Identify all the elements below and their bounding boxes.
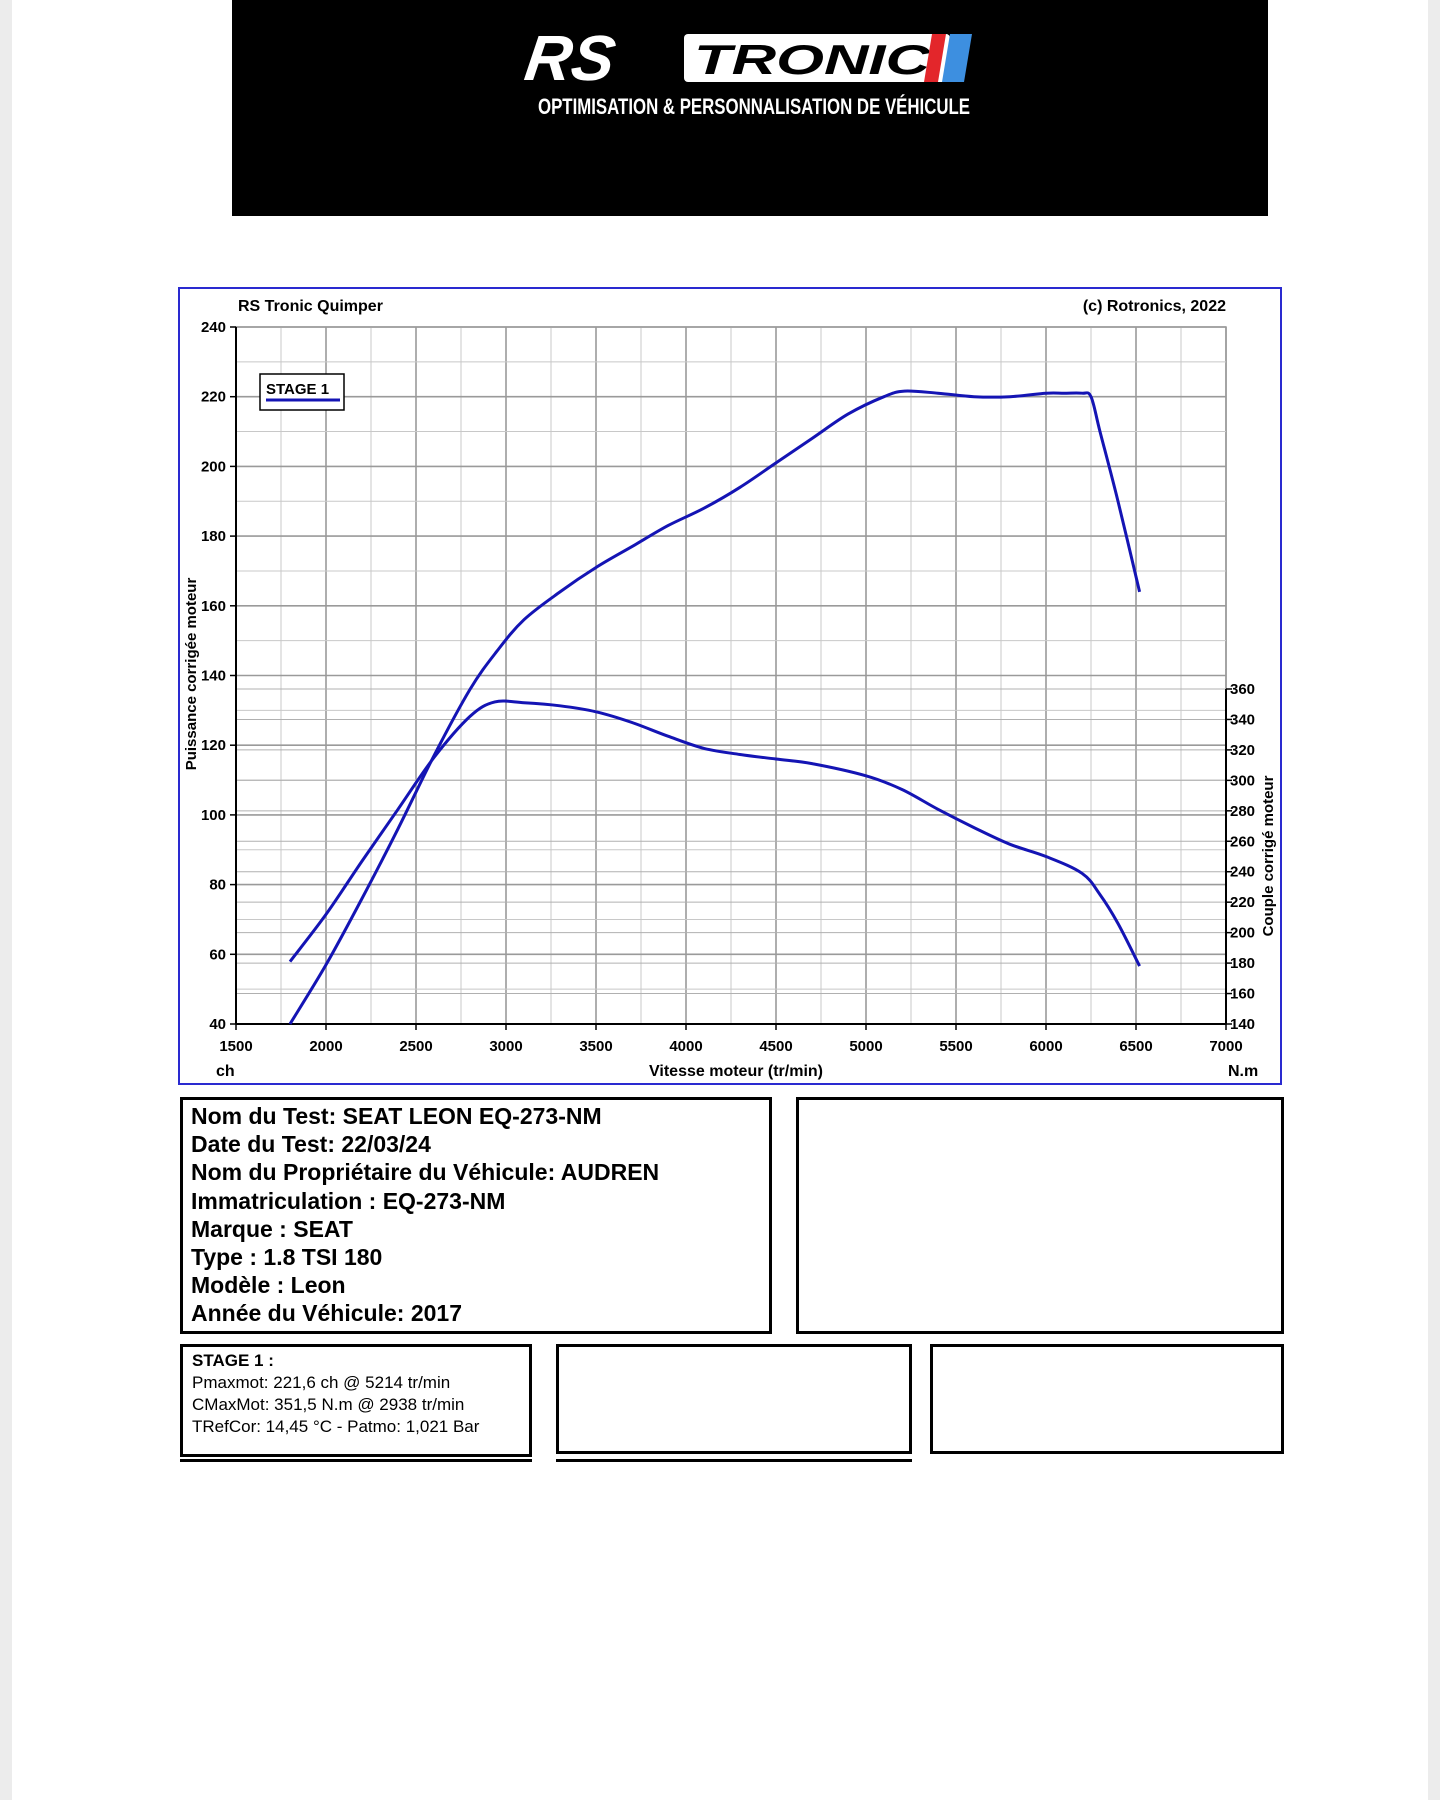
chart-header-right: (c) Rotronics, 2022 — [1083, 298, 1226, 315]
y-right-tick-label: 300 — [1230, 772, 1255, 789]
y-left-tick-label: 100 — [201, 807, 226, 824]
dyno-chart-frame: 1500 2000 2500 3000 3500 4000 4500 5000 5500 6000… — [178, 287, 1282, 1085]
brand-tronic: TRONIC — [694, 36, 931, 83]
info-line-year: Année du Véhicule: 2017 — [191, 1300, 462, 1327]
empty-box-right — [796, 1097, 1284, 1334]
info-line-registration: Immatriculation : EQ-273-NM — [191, 1187, 506, 1214]
legend-box — [259, 373, 345, 411]
y-left-tick-label: 160 — [201, 598, 226, 615]
x-tick-label: 2000 — [309, 1038, 342, 1055]
stage-results-box: STAGE 1 : Pmaxmot: 221,6 ch @ 5214 tr/mi… — [180, 1344, 532, 1457]
x-unit-left: ch — [216, 1063, 235, 1080]
chart-grid — [235, 326, 1227, 1025]
y-right-tick-label: 140 — [1230, 1016, 1255, 1033]
x-axis-label: Vitesse moteur (tr/min) — [649, 1063, 823, 1080]
brand-tagline: OPTIMISATION & PERSONNALISATION DE VÉHIC… — [538, 94, 970, 119]
y-right-tick-label: 340 — [1230, 711, 1255, 728]
underline-left — [180, 1459, 532, 1462]
info-line-owner: Nom du Propriétaire du Véhicule: AUDREN — [191, 1159, 660, 1186]
y-left-tick-label: 80 — [209, 877, 226, 894]
x-tick-label: 7000 — [1209, 1038, 1242, 1055]
x-tick-label: 6000 — [1029, 1038, 1062, 1055]
stage-line-conditions: TRefCor: 14,45 °C - Patmo: 1,021 Bar — [192, 1417, 480, 1436]
info-line-test-name: Nom du Test: SEAT LEON EQ-273-NM — [191, 1103, 602, 1129]
legend-label: STAGE 1 — [266, 381, 329, 398]
y-right-tick-label: 220 — [1230, 894, 1255, 911]
stage-line-torque: CMaxMot: 351,5 N.m @ 2938 tr/min — [192, 1395, 465, 1414]
y-left-tick-label: 240 — [201, 319, 226, 336]
x-tick-label: 5500 — [939, 1038, 972, 1055]
x-tick-label: 4500 — [759, 1038, 792, 1055]
y-left-tick-label: 140 — [201, 668, 226, 685]
brand-logo: RS TRONIC OPTIMISATION & PERSONNALISATIO… — [521, 22, 972, 119]
y-right-tick-label: 360 — [1230, 681, 1255, 698]
y-axis-label-right: Couple corrigé moteur — [1260, 775, 1277, 936]
y-left-tick-label: 120 — [201, 737, 226, 754]
report-page: RS TRONIC OPTIMISATION & PERSONNALISATIO… — [12, 0, 1428, 1800]
y-left-tick-label: 220 — [201, 389, 226, 406]
info-line-test-date: Date du Test: 22/03/24 — [191, 1131, 431, 1158]
x-unit-right: N.m — [1228, 1063, 1258, 1080]
stripe-blue — [942, 34, 972, 82]
empty-box-middle — [556, 1344, 912, 1454]
x-tick-label: 3500 — [579, 1038, 612, 1055]
info-line-brand: Marque : SEAT — [191, 1215, 353, 1242]
dyno-chart: 1500 2000 2500 3000 3500 4000 4500 5000 5500 6000… — [183, 298, 1277, 1080]
info-line-model: Modèle : Leon — [191, 1272, 346, 1299]
x-tick-label: 4000 — [669, 1038, 702, 1055]
x-tick-label: 6500 — [1119, 1038, 1152, 1055]
y-right-tick-label: 260 — [1230, 833, 1255, 850]
x-tick-label: 3000 — [489, 1038, 522, 1055]
y-right-tick-label: 280 — [1230, 803, 1255, 820]
power-line — [288, 389, 1142, 1025]
x-tick-label: 2500 — [399, 1038, 432, 1055]
x-tick-label: 1500 — [219, 1038, 252, 1055]
brand-rs: RS — [521, 22, 620, 94]
y-left-tick-label: 200 — [201, 458, 226, 475]
y-left-tick-label: 180 — [201, 528, 226, 545]
y-right-tick-label: 240 — [1230, 864, 1255, 881]
chart-legend: STAGE 1 — [259, 373, 345, 411]
y-axis-label-left: Puissance corrigée moteur — [183, 578, 200, 771]
brand-header: RS TRONIC OPTIMISATION & PERSONNALISATIO… — [232, 0, 1268, 216]
chart-lines — [288, 389, 1142, 1025]
y-right-tick-label: 320 — [1230, 742, 1255, 759]
y-left-tick-label: 40 — [209, 1016, 226, 1033]
y-right-tick-label: 200 — [1230, 925, 1255, 942]
brand-plate — [684, 34, 950, 82]
empty-box-far-right — [930, 1344, 1284, 1454]
underline-middle — [556, 1459, 912, 1462]
y-left-tick-label: 60 — [209, 946, 226, 963]
chart-header-left: RS Tronic Quimper — [238, 298, 383, 315]
y-right-tick-label: 160 — [1230, 986, 1255, 1003]
chart-ticks: 1500 2000 2500 3000 3500 4000 4500 5000 5500 6000… — [201, 319, 1255, 1055]
stage-title: STAGE 1 : — [192, 1351, 274, 1370]
stripe-red — [924, 34, 946, 82]
info-line-type: Type : 1.8 TSI 180 — [191, 1244, 383, 1271]
stage-line-power: Pmaxmot: 221,6 ch @ 5214 tr/min — [192, 1373, 451, 1392]
x-tick-label: 5000 — [849, 1038, 882, 1055]
vehicle-info-box: Nom du Test: SEAT LEON EQ-273-NM Date du… — [180, 1097, 772, 1334]
y-right-tick-label: 180 — [1230, 955, 1255, 972]
torque-line — [288, 699, 1141, 967]
